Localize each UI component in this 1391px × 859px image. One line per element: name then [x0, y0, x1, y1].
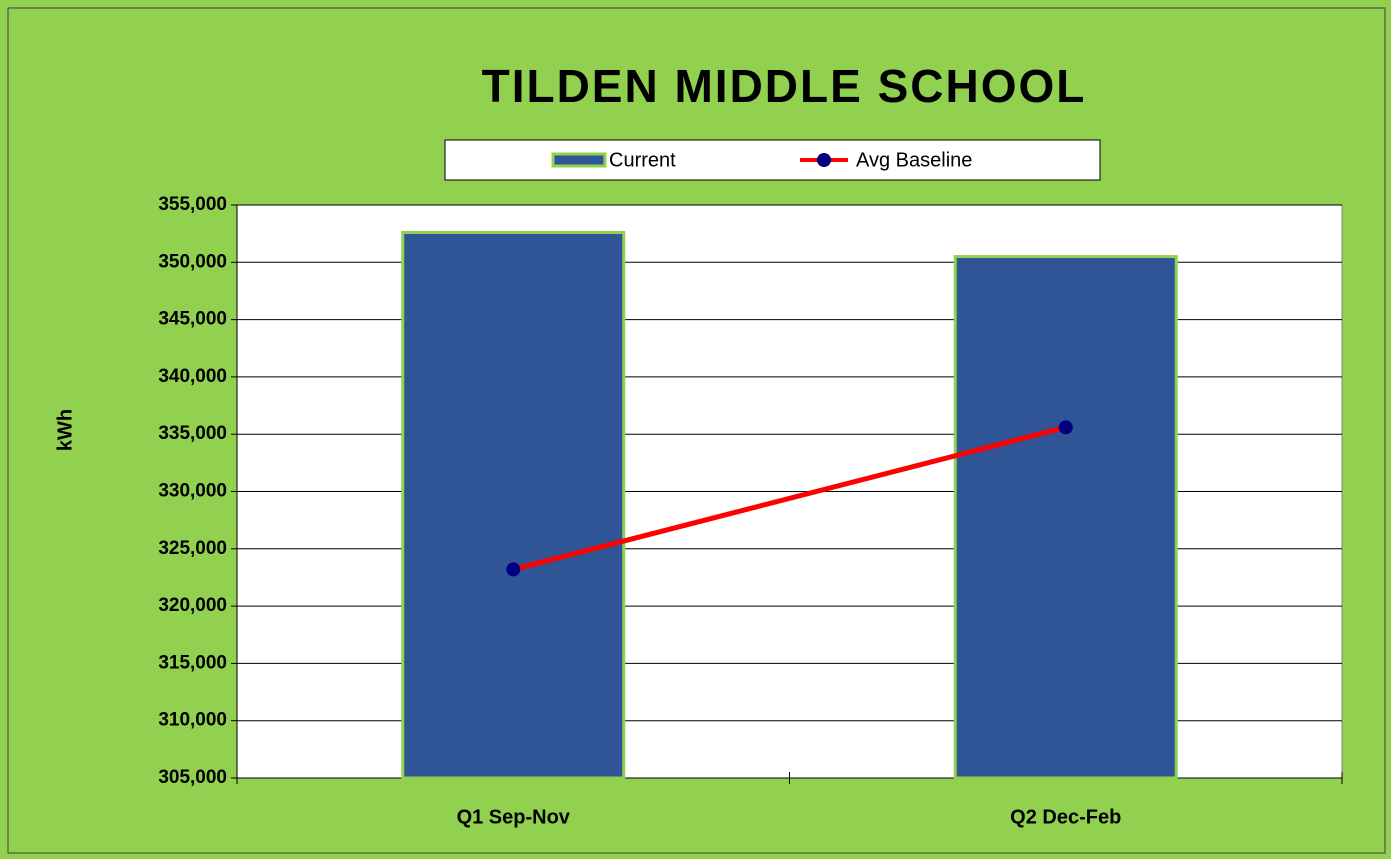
bar	[401, 231, 626, 780]
y-tick-label: 315,000	[158, 652, 227, 673]
legend-marker	[817, 153, 831, 167]
y-tick-label: 350,000	[158, 251, 227, 272]
legend-label: Avg Baseline	[856, 149, 972, 171]
y-tick-label: 320,000	[158, 595, 227, 616]
line-marker	[1058, 420, 1073, 435]
line-marker	[506, 562, 521, 577]
x-tick-label: Q1 Sep-Nov	[457, 806, 571, 828]
chart-border	[7, 7, 1386, 854]
legend	[444, 139, 1101, 181]
y-tick-label: 340,000	[158, 366, 227, 387]
bar	[953, 255, 1178, 780]
y-tick-label: 335,000	[158, 423, 227, 444]
y-tick-label: 345,000	[158, 309, 227, 330]
x-tick-label: Q2 Dec-Feb	[1010, 806, 1121, 828]
y-axis-label: kWh	[54, 409, 76, 451]
y-tick-label: 330,000	[158, 481, 227, 502]
legend-label: Current	[609, 149, 676, 171]
y-tick-label: 310,000	[158, 710, 227, 731]
y-tick-label: 325,000	[158, 538, 227, 559]
y-tick-label: 305,000	[158, 767, 227, 788]
line	[512, 424, 1067, 572]
chart-title: TILDEN MIDDLE SCHOOL	[482, 60, 1087, 112]
legend-swatch	[551, 152, 607, 168]
y-tick-label: 355,000	[158, 194, 227, 215]
